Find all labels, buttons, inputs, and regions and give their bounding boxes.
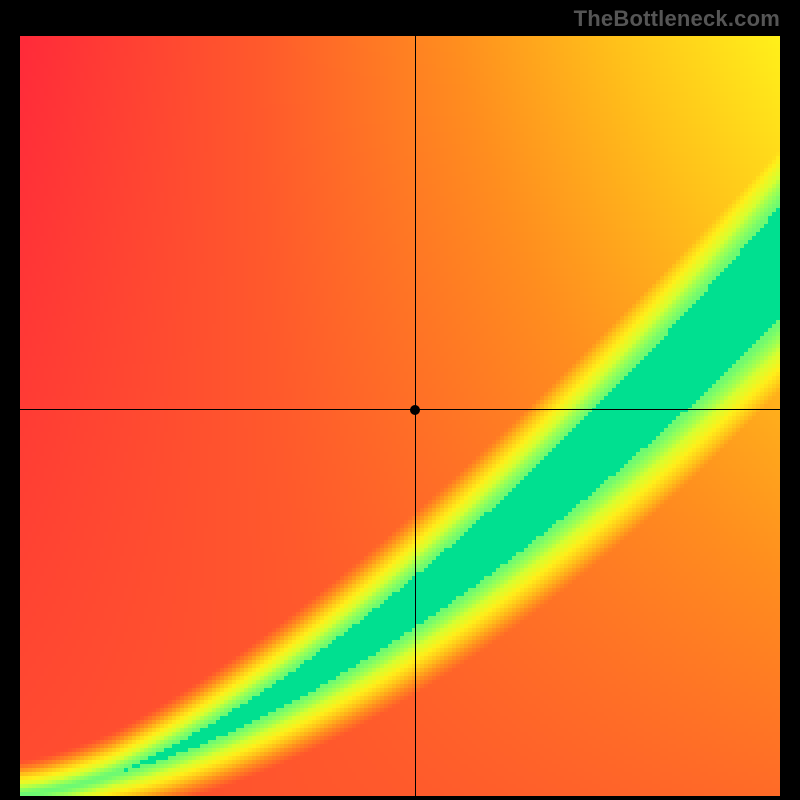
crosshair-horizontal — [20, 409, 780, 410]
watermark-text: TheBottleneck.com — [574, 6, 780, 32]
heatmap-canvas — [20, 36, 780, 796]
plot-area — [20, 36, 780, 796]
chart-container: TheBottleneck.com — [0, 0, 800, 800]
crosshair-vertical — [415, 36, 416, 796]
